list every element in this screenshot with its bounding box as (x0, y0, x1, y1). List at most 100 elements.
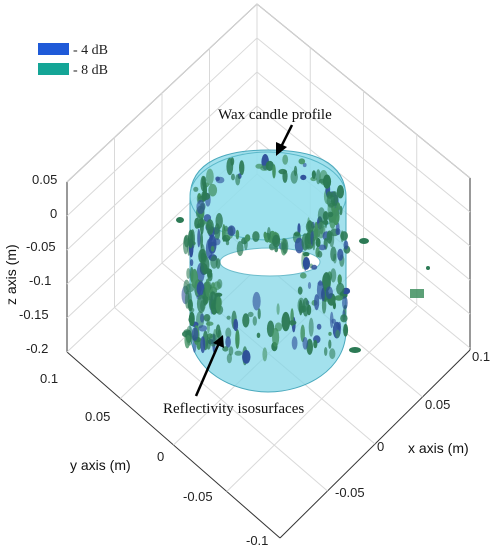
y-tick-label: 0.05 (85, 409, 110, 424)
isosurface-patch (233, 318, 239, 332)
isosurface-patch (263, 231, 267, 239)
isosurface-patch (196, 294, 206, 313)
isosurface-patch (247, 311, 254, 318)
isosurface-patch (196, 223, 201, 229)
isosurface-patch (343, 323, 349, 337)
isosurface-patch (187, 229, 194, 249)
isosurface-patch (325, 286, 333, 300)
isosurface-patch (337, 248, 344, 261)
z-tick-labels: 0.05 0 -0.05 -0.1 -0.15 -0.2 (19, 172, 57, 356)
isosurface-patch (300, 324, 306, 343)
isosurface-patch (206, 219, 214, 235)
z-tick-label: 0.05 (32, 172, 57, 187)
z-tick-label: -0.15 (19, 307, 49, 322)
isosurface-patch (327, 211, 334, 218)
isosurface-patch (317, 250, 323, 258)
grid-line (226, 305, 418, 492)
z-tick-label: -0.05 (26, 239, 56, 254)
isosurface-patch (332, 301, 336, 310)
isosurface-patch (301, 233, 309, 251)
isosurface-patch (314, 294, 320, 311)
isosurface-patch (326, 194, 336, 208)
annotation-wax-candle-arrowhead (276, 142, 287, 156)
isosurface-patch (312, 236, 316, 251)
isosurface-patch (329, 348, 336, 360)
isosurface-patch (302, 257, 310, 270)
isosurface-patch (189, 259, 194, 267)
isosurface-patch (252, 316, 257, 326)
isosurface-patch (234, 350, 243, 356)
isosurface-patch (214, 223, 221, 241)
iso-outlier-1 (410, 289, 424, 298)
x-tick-label: 0 (377, 439, 384, 454)
isosurface-patch (267, 227, 271, 240)
isosurface-patch (183, 235, 189, 255)
isosurface-patch (330, 268, 337, 283)
isosurface-patch (197, 228, 201, 248)
isosurface-patch (334, 295, 344, 301)
isosurface-patch (316, 280, 324, 300)
isosurface-patch (337, 274, 342, 285)
isosurface-patch (213, 281, 221, 291)
isosurface-patch (242, 313, 250, 328)
isosurface-patch (198, 325, 208, 332)
legend: - 4 dB - 8 dB (38, 43, 108, 78)
isosurface-patch (308, 317, 314, 337)
iso-outlier-5 (176, 217, 184, 223)
isosurface-patch (307, 282, 312, 289)
isosurface-patch (272, 327, 280, 347)
isosurface-patch (252, 291, 261, 311)
isosurface-patch (328, 339, 332, 349)
isosurface-patch (187, 291, 193, 310)
isosurface-patch (207, 271, 213, 282)
isosurface-patch (205, 238, 213, 259)
isosurface-patch (302, 252, 310, 257)
isosurface-patch (342, 296, 348, 310)
isosurface-patch (324, 347, 328, 356)
y-tick-label: 0.1 (40, 371, 58, 386)
isosurface-patch (300, 174, 307, 181)
isosurface-patch (188, 311, 195, 327)
z-tick-label: -0.2 (26, 341, 48, 356)
annotation-reflectivity: Reflectivity isosurfaces (163, 401, 304, 417)
legend-swatch-4db (38, 43, 69, 55)
z-tick-label: 0 (50, 206, 57, 221)
isosurface-patch (211, 282, 215, 289)
isosurface-patch (288, 320, 297, 326)
isosurface-patch (297, 286, 303, 295)
isosurface-patch (318, 244, 327, 251)
isosurface-patch (313, 339, 318, 349)
isosurface-patch (228, 346, 234, 356)
isosurface-patch (200, 313, 205, 323)
y-tick-label: -0.05 (183, 489, 213, 504)
isosurface-patch (244, 234, 251, 242)
isosurface-patch (339, 205, 343, 216)
iso-outlier-3 (349, 347, 361, 353)
isosurface-patch (183, 279, 190, 295)
isosurface-patch (293, 232, 301, 237)
isosurface-patch (196, 199, 205, 215)
y-tick-labels: -0.1 -0.05 0 0.05 0.1 (40, 371, 268, 548)
y-tick-label: -0.1 (246, 533, 268, 548)
isosurface-patch (311, 170, 316, 179)
isosurface-patch (227, 225, 236, 236)
x-tick-labels: -0.05 0 0.05 0.1 (335, 349, 490, 500)
isosurface-patch (340, 314, 348, 323)
z-tick-label: -0.1 (29, 273, 51, 288)
annotation-wax-candle: Wax candle profile (218, 107, 332, 123)
y-axis-label: y axis (m) (70, 457, 131, 473)
isosurface-patch (257, 308, 261, 320)
isosurface-patch (235, 329, 240, 349)
isosurface-patch (199, 217, 204, 235)
isosurface-patch (235, 229, 240, 240)
isosurface-patch (196, 281, 205, 296)
isosurface-patch (215, 176, 220, 182)
isosurface-patch (265, 160, 274, 171)
isosurface-patch (306, 338, 314, 355)
isosurface-patch (215, 296, 222, 313)
isosurface-patch (305, 220, 314, 233)
isosurface-patch (335, 228, 341, 236)
isosurface-patch (314, 221, 319, 241)
isosurface-patch (205, 278, 211, 298)
legend-label-8db: - 8 dB (73, 63, 108, 78)
